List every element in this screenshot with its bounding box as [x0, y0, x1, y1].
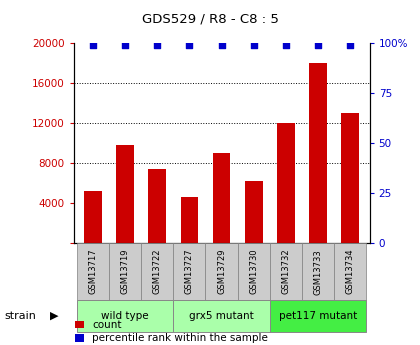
Bar — [302, 243, 334, 300]
Bar — [84, 191, 102, 243]
Bar — [341, 113, 359, 243]
Bar — [181, 197, 198, 243]
Point — [218, 42, 225, 48]
Bar — [141, 243, 173, 300]
Bar — [77, 243, 109, 300]
Point — [89, 42, 96, 48]
Bar — [213, 153, 231, 243]
Bar — [148, 169, 166, 243]
Point — [154, 42, 160, 48]
Text: GSM13722: GSM13722 — [153, 249, 162, 294]
Bar — [309, 63, 327, 243]
Text: pet117 mutant: pet117 mutant — [279, 311, 357, 321]
Text: grx5 mutant: grx5 mutant — [189, 311, 254, 321]
Text: GSM13733: GSM13733 — [314, 249, 323, 295]
Text: GDS529 / R8 - C8 : 5: GDS529 / R8 - C8 : 5 — [142, 12, 278, 26]
Text: GSM13717: GSM13717 — [88, 249, 97, 295]
Bar — [116, 145, 134, 243]
Text: wild type: wild type — [101, 311, 149, 321]
Bar — [238, 243, 270, 300]
Text: GSM13732: GSM13732 — [281, 249, 290, 295]
Bar — [270, 300, 366, 332]
Text: ▶: ▶ — [50, 311, 59, 321]
Text: GSM13734: GSM13734 — [346, 249, 355, 295]
Text: GSM13729: GSM13729 — [217, 249, 226, 294]
Point — [122, 42, 129, 48]
Bar — [173, 243, 205, 300]
Bar — [77, 300, 173, 332]
Bar — [109, 243, 141, 300]
Bar — [334, 243, 366, 300]
Legend: count, percentile rank within the sample: count, percentile rank within the sample — [74, 320, 268, 343]
Point — [283, 42, 289, 48]
Bar — [173, 300, 270, 332]
Bar — [245, 181, 262, 243]
Text: GSM13730: GSM13730 — [249, 249, 258, 295]
Point — [347, 42, 354, 48]
Point — [315, 42, 321, 48]
Bar — [277, 123, 295, 243]
Text: GSM13727: GSM13727 — [185, 249, 194, 295]
Bar — [205, 243, 238, 300]
Point — [250, 42, 257, 48]
Text: strain: strain — [4, 311, 36, 321]
Point — [186, 42, 193, 48]
Text: GSM13719: GSM13719 — [121, 249, 129, 294]
Bar — [270, 243, 302, 300]
